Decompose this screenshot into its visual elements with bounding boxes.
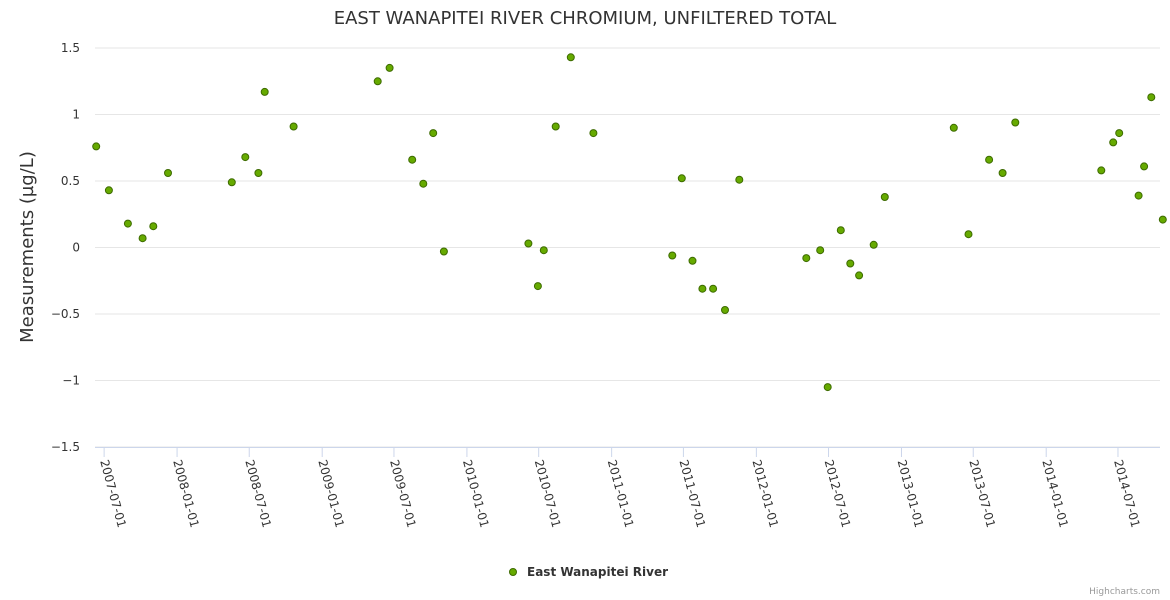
- y-tick-label: −0.5: [51, 307, 80, 321]
- legend-marker-icon: [509, 568, 517, 576]
- data-points: [92, 53, 1167, 392]
- data-point[interactable]: [846, 259, 855, 268]
- y-tick-label: −1.5: [51, 440, 80, 454]
- data-point[interactable]: [677, 174, 686, 183]
- data-point[interactable]: [104, 186, 113, 195]
- data-point[interactable]: [254, 169, 263, 177]
- y-axis-tick-labels: 1.5 1 0.5 0 −0.5 −1 −1.5: [51, 41, 80, 454]
- data-point[interactable]: [589, 129, 598, 138]
- data-point[interactable]: [539, 246, 548, 255]
- data-point[interactable]: [949, 123, 958, 132]
- data-point[interactable]: [823, 383, 832, 392]
- data-point[interactable]: [566, 53, 575, 62]
- data-point[interactable]: [551, 122, 560, 131]
- data-point[interactable]: [735, 175, 744, 184]
- data-point[interactable]: [533, 282, 542, 291]
- data-point[interactable]: [439, 247, 448, 256]
- y-tick-label: −1: [62, 374, 80, 388]
- data-point[interactable]: [149, 222, 158, 231]
- data-point[interactable]: [1115, 129, 1124, 138]
- y-tick-label: 0.5: [61, 174, 80, 188]
- data-point[interactable]: [260, 87, 269, 96]
- data-point[interactable]: [964, 230, 973, 239]
- data-point[interactable]: [1109, 138, 1118, 147]
- data-point[interactable]: [385, 63, 394, 72]
- data-point[interactable]: [1011, 118, 1020, 127]
- data-point[interactable]: [408, 155, 417, 164]
- y-axis-title: Measurements (µg/L): [17, 151, 38, 343]
- data-point[interactable]: [524, 239, 533, 248]
- data-point[interactable]: [880, 193, 889, 201]
- data-point[interactable]: [138, 234, 147, 243]
- data-point[interactable]: [1140, 162, 1149, 171]
- data-point[interactable]: [419, 179, 428, 188]
- data-point[interactable]: [1147, 93, 1156, 102]
- data-point[interactable]: [721, 306, 729, 314]
- credits-link[interactable]: Highcharts.com: [1089, 587, 1160, 597]
- data-point[interactable]: [1097, 166, 1106, 175]
- data-point[interactable]: [123, 219, 132, 228]
- y-tick-label: 0: [72, 241, 80, 255]
- y-tick-label: 1.5: [61, 41, 80, 55]
- data-point[interactable]: [164, 169, 172, 177]
- data-point[interactable]: [855, 271, 864, 280]
- data-point[interactable]: [709, 284, 718, 293]
- data-point[interactable]: [998, 169, 1007, 177]
- data-point[interactable]: [1158, 215, 1167, 224]
- data-point[interactable]: [802, 254, 811, 263]
- data-point[interactable]: [698, 284, 707, 293]
- y-tick-label: 1: [72, 108, 80, 122]
- legend-item-label[interactable]: East Wanapitei River: [527, 565, 668, 579]
- chart-title: EAST WANAPITEI RIVER CHROMIUM, UNFILTERE…: [334, 8, 837, 29]
- data-point[interactable]: [227, 178, 236, 187]
- data-point[interactable]: [836, 226, 845, 235]
- data-point[interactable]: [92, 142, 101, 151]
- data-point[interactable]: [289, 122, 298, 131]
- data-point[interactable]: [869, 240, 878, 249]
- data-point[interactable]: [985, 155, 994, 164]
- data-point[interactable]: [816, 246, 825, 255]
- data-point[interactable]: [429, 129, 438, 138]
- legend[interactable]: East Wanapitei River: [509, 565, 669, 579]
- data-point[interactable]: [1134, 191, 1143, 200]
- data-point[interactable]: [373, 77, 382, 86]
- data-point[interactable]: [241, 153, 250, 162]
- data-point[interactable]: [688, 256, 697, 265]
- data-point[interactable]: [668, 251, 677, 260]
